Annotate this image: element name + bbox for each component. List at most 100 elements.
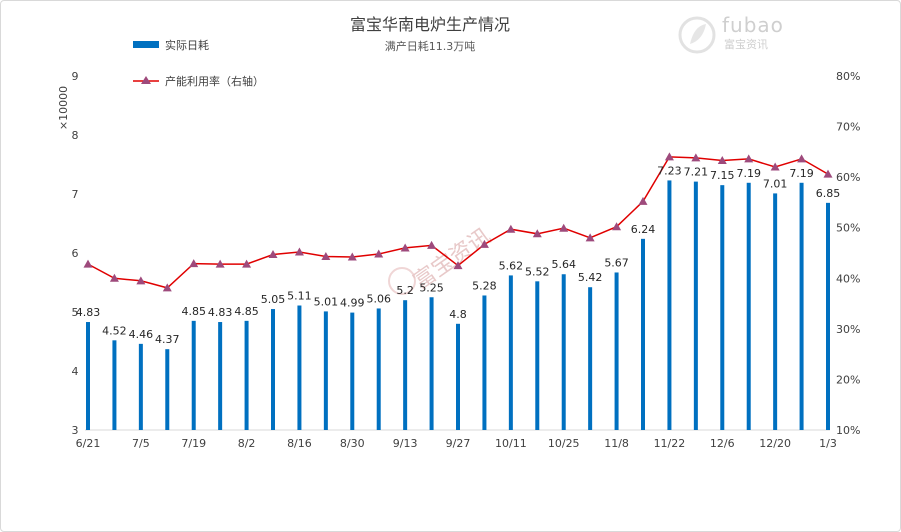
line-point-marker (453, 261, 463, 270)
bar (720, 185, 725, 430)
line-point-marker (506, 224, 516, 233)
x-tick-label: 6/21 (76, 437, 101, 450)
bar (323, 311, 328, 430)
logo-emblem-icon (678, 16, 716, 54)
bar-value-label: 5.01 (314, 295, 339, 308)
y2-tick-label: 50% (836, 222, 860, 235)
logo-text: fubao (722, 13, 784, 37)
line-point-marker (638, 196, 648, 205)
y2-tick-label: 80% (836, 70, 860, 83)
bar-value-label: 7.15 (710, 169, 735, 182)
logo-subtext: 富宝资讯 (724, 37, 768, 51)
bar-value-label: 6.85 (816, 187, 841, 200)
x-tick-label: 12/6 (710, 437, 735, 450)
bar-value-label: 4.83 (208, 306, 233, 319)
bar (561, 274, 566, 430)
x-tick-label: 10/11 (495, 437, 527, 450)
bar-value-label: 4.52 (102, 324, 127, 337)
line-point-marker (479, 239, 489, 248)
line-point-marker (189, 259, 199, 268)
bar (112, 340, 117, 430)
line-point-marker (717, 155, 727, 164)
line-point-marker (374, 249, 384, 258)
line-point-marker (347, 252, 357, 261)
bar-value-label: 5.05 (261, 293, 286, 306)
bar (244, 320, 249, 430)
line-point-marker (823, 169, 833, 178)
bar (86, 322, 90, 430)
bar-value-label: 4.8 (449, 308, 467, 321)
line-point-marker (664, 152, 674, 161)
x-tick-label: 1/3 (819, 437, 837, 450)
line-point-marker (427, 240, 437, 249)
bar (429, 297, 434, 430)
bar (535, 281, 540, 430)
bar (376, 308, 381, 430)
line-point-marker (321, 252, 331, 261)
y2-tick-label: 30% (836, 323, 860, 336)
legend: 实际日耗 产能利用率（右轴） (133, 38, 264, 88)
bar (746, 182, 751, 430)
line-point-marker (612, 222, 622, 231)
y2-tick-label: 70% (836, 121, 860, 134)
bar (271, 309, 275, 430)
bar-value-label: 7.01 (763, 177, 788, 190)
bar (588, 287, 593, 430)
x-tick-label: 8/2 (238, 437, 256, 450)
bar (165, 349, 170, 430)
bar (297, 305, 302, 430)
bar-value-label: 5.06 (366, 292, 391, 305)
y2-tick-label: 40% (836, 272, 860, 285)
chart-title: 富宝华南电炉生产情况 (350, 15, 510, 34)
bar (403, 300, 408, 430)
y-axis-ticks: 3 4 5 6 7 8 9 (72, 70, 79, 437)
line-point-marker (162, 283, 172, 292)
y2-tick-label: 60% (836, 171, 860, 184)
bar-value-label: 5.42 (578, 271, 603, 284)
bar (218, 322, 223, 430)
bar (826, 202, 830, 430)
x-tick-label: 11/22 (654, 437, 686, 450)
y-tick-label: 9 (72, 70, 79, 83)
line-point-marker (770, 162, 780, 171)
bar (350, 312, 355, 430)
bar-value-label: 6.24 (631, 223, 656, 236)
y-tick-label: 5 (72, 306, 79, 319)
x-tick-label: 11/8 (604, 437, 629, 450)
x-tick-label: 8/30 (340, 437, 365, 450)
bar-value-label: 4.99 (340, 297, 365, 310)
brand-logo: fubao 富宝资讯 (678, 13, 784, 54)
bar-value-label: 5.52 (525, 265, 550, 278)
x-tick-label: 7/5 (132, 437, 150, 450)
line-point-marker (109, 273, 119, 282)
bar-value-label: 5.28 (472, 279, 497, 292)
bar (482, 295, 487, 430)
bar (191, 320, 196, 430)
bar (456, 323, 460, 430)
bar-value-label: 5.67 (604, 256, 629, 269)
y-tick-label: 8 (72, 129, 79, 142)
bar-value-label: 5.25 (419, 281, 444, 294)
watermark-emblem-icon (388, 267, 416, 295)
legend-label-bar: 实际日耗 (165, 38, 209, 52)
bar-value-label: 4.85 (181, 305, 206, 318)
legend-bar-swatch (133, 41, 159, 48)
line-point-marker (268, 250, 278, 259)
bar (614, 272, 619, 430)
data-labels: 4.834.52 4.46 4.374.85 4.83 4.855.05 5.11 5.01… (76, 164, 841, 346)
bar-value-label: 5.62 (499, 259, 524, 272)
chart-subtitle: 满产日耗11.3万吨 (385, 39, 476, 53)
line-point-marker (294, 247, 304, 256)
bar (773, 193, 778, 430)
bar-value-label: 7.19 (789, 167, 814, 180)
x-tick-label: 9/13 (393, 437, 418, 450)
line-point-marker (83, 259, 93, 268)
bar-value-label: 5.11 (287, 290, 312, 303)
y-tick-label: 4 (72, 365, 79, 378)
y-tick-label: 7 (72, 188, 79, 201)
bar-value-label: 5.64 (551, 258, 576, 271)
y-tick-label: 6 (72, 247, 79, 260)
bar (508, 275, 513, 430)
line-point-marker (744, 154, 754, 163)
